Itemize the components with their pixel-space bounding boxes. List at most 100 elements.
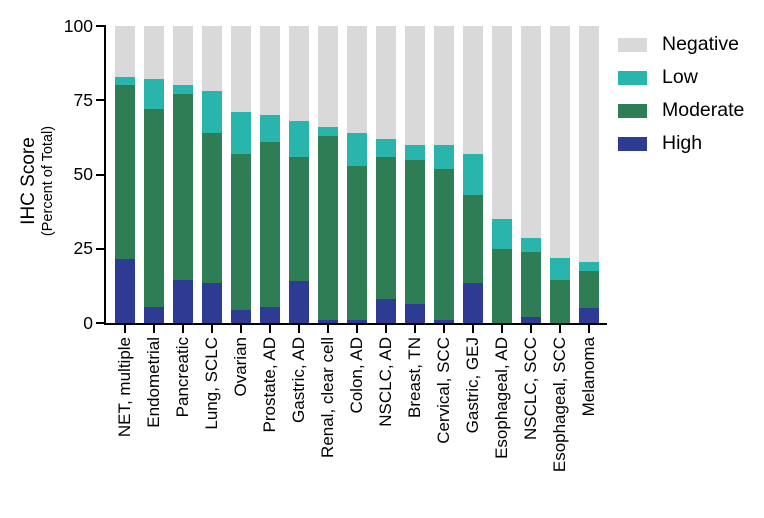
y-tick-label-25: 25 [73, 238, 93, 259]
bar-endometrial [144, 26, 164, 323]
bar-ovarian-segment-negative [231, 26, 251, 113]
legend-label-moderate: Moderate [662, 99, 745, 121]
bar-melanoma-segment-low [579, 262, 599, 272]
legend-item-low: Low [618, 61, 744, 94]
bar-ovarian-segment-moderate [231, 153, 251, 310]
y-tick-label-0: 0 [83, 312, 93, 333]
bar-melanoma-segment-high [579, 308, 599, 323]
x-tick-mark-nsclc-scc [530, 325, 532, 333]
x-label-colon-ad: Colon, AD [347, 337, 366, 414]
bar-prostate-ad-segment-high [260, 306, 280, 323]
bar-melanoma [579, 26, 599, 323]
bar-esophageal-scc-segment-moderate [550, 279, 570, 323]
bar-ovarian [231, 26, 251, 323]
y-tick-mark-25 [96, 247, 104, 250]
bar-ovarian-segment-low [231, 112, 251, 154]
x-tick-mark-endometrial [153, 325, 155, 333]
bar-cervical-scc-segment-negative [434, 26, 454, 145]
y-tick-mark-0 [96, 322, 104, 324]
bar-gastric-ad-segment-moderate [289, 156, 309, 282]
x-label-endometrial: Endometrial [144, 337, 163, 428]
x-label-nsclc-ad: NSCLC, AD [376, 337, 395, 427]
legend-swatch-low [618, 70, 647, 85]
bar-gastric-gej-segment-negative [463, 26, 483, 154]
bar-nsclc-ad [376, 26, 396, 323]
bar-nsclc-ad-segment-high [376, 299, 396, 323]
legend-swatch-moderate [618, 103, 647, 118]
x-tick-mark-renal-clear-cell [327, 325, 329, 333]
x-label-prostate-ad: Prostate, AD [260, 337, 279, 433]
bar-pancreatic-segment-low [173, 85, 193, 95]
x-label-gastric-ad: Gastric, AD [289, 337, 308, 423]
bar-nsclc-scc-segment-low [521, 238, 541, 252]
x-tick-mark-melanoma [588, 325, 590, 333]
bar-cervical-scc [434, 26, 454, 323]
bar-nsclc-scc [521, 26, 541, 323]
x-label-breast-tn: Breast, TN [405, 337, 424, 418]
x-tick-mark-nsclc-ad [385, 325, 387, 333]
x-label-esophageal-ad: Esophageal, AD [492, 337, 511, 459]
bar-gastric-ad [289, 26, 309, 323]
x-label-pancreatic: Pancreatic [173, 337, 192, 418]
bar-endometrial-segment-moderate [144, 109, 164, 307]
y-tick-mark-75 [96, 99, 104, 102]
bar-esophageal-scc [550, 26, 570, 323]
bar-esophageal-scc-segment-low [550, 257, 570, 280]
bar-renal-clear-cell-segment-moderate [318, 135, 338, 321]
bar-nsclc-ad-segment-low [376, 138, 396, 157]
legend-label-negative: Negative [662, 33, 739, 55]
bar-cervical-scc-segment-high [434, 320, 454, 323]
y-tick-mark-100 [96, 25, 104, 27]
x-label-nsclc-scc: NSCLC, SCC [521, 337, 540, 440]
bar-gastric-ad-segment-negative [289, 26, 309, 122]
legend-item-high: High [618, 127, 744, 160]
bar-esophageal-ad-segment-moderate [492, 248, 512, 323]
x-tick-mark-breast-tn [414, 325, 416, 333]
bar-melanoma-segment-negative [579, 26, 599, 263]
bar-prostate-ad [260, 26, 280, 323]
bar-renal-clear-cell-segment-negative [318, 26, 338, 127]
bar-renal-clear-cell-segment-low [318, 127, 338, 136]
bar-pancreatic [173, 26, 193, 323]
x-label-ovarian: Ovarian [231, 337, 250, 397]
bar-net-multiple-segment-high [115, 259, 135, 323]
bar-esophageal-scc-segment-negative [550, 26, 570, 258]
legend-swatch-high [618, 136, 647, 151]
x-tick-mark-ovarian [240, 325, 242, 333]
bar-pancreatic-segment-negative [173, 26, 193, 86]
x-label-cervical-scc: Cervical, SCC [434, 337, 453, 444]
legend-item-negative: Negative [618, 28, 744, 61]
bar-endometrial-segment-low [144, 79, 164, 110]
bar-lung-sclc-segment-low [202, 91, 222, 133]
bar-endometrial-segment-negative [144, 26, 164, 80]
bar-net-multiple-segment-low [115, 76, 135, 86]
bar-colon-ad-segment-high [347, 320, 367, 323]
x-tick-mark-gastric-ad [298, 325, 300, 333]
x-tick-mark-pancreatic [182, 325, 184, 333]
y-tick-label-50: 50 [73, 164, 93, 184]
bar-renal-clear-cell [318, 26, 338, 323]
bar-nsclc-scc-segment-moderate [521, 251, 541, 318]
x-label-gastric-gej: Gastric, GEJ [463, 337, 482, 434]
bar-breast-tn-segment-low [405, 144, 425, 160]
legend: Negative Low Moderate High [618, 28, 744, 160]
bar-breast-tn-segment-high [405, 303, 425, 323]
y-tick-mark-50 [96, 173, 104, 176]
legend-label-high: High [662, 132, 703, 154]
bar-pancreatic-segment-moderate [173, 94, 193, 280]
bar-gastric-ad-segment-high [289, 281, 309, 323]
bar-cervical-scc-segment-low [434, 144, 454, 169]
bar-colon-ad-segment-negative [347, 26, 367, 133]
x-tick-mark-gastric-gej [472, 325, 474, 333]
bar-prostate-ad-segment-moderate [260, 141, 280, 307]
bar-pancreatic-segment-high [173, 279, 193, 323]
legend-item-moderate: Moderate [618, 94, 744, 127]
bar-gastric-ad-segment-low [289, 121, 309, 157]
legend-swatch-negative [618, 37, 647, 52]
bar-gastric-gej [463, 26, 483, 323]
y-tick-label-75: 75 [73, 89, 93, 110]
bar-renal-clear-cell-segment-high [318, 320, 338, 323]
x-label-lung-sclc: Lung, SCLC [202, 337, 221, 430]
x-label-melanoma: Melanoma [579, 337, 598, 417]
